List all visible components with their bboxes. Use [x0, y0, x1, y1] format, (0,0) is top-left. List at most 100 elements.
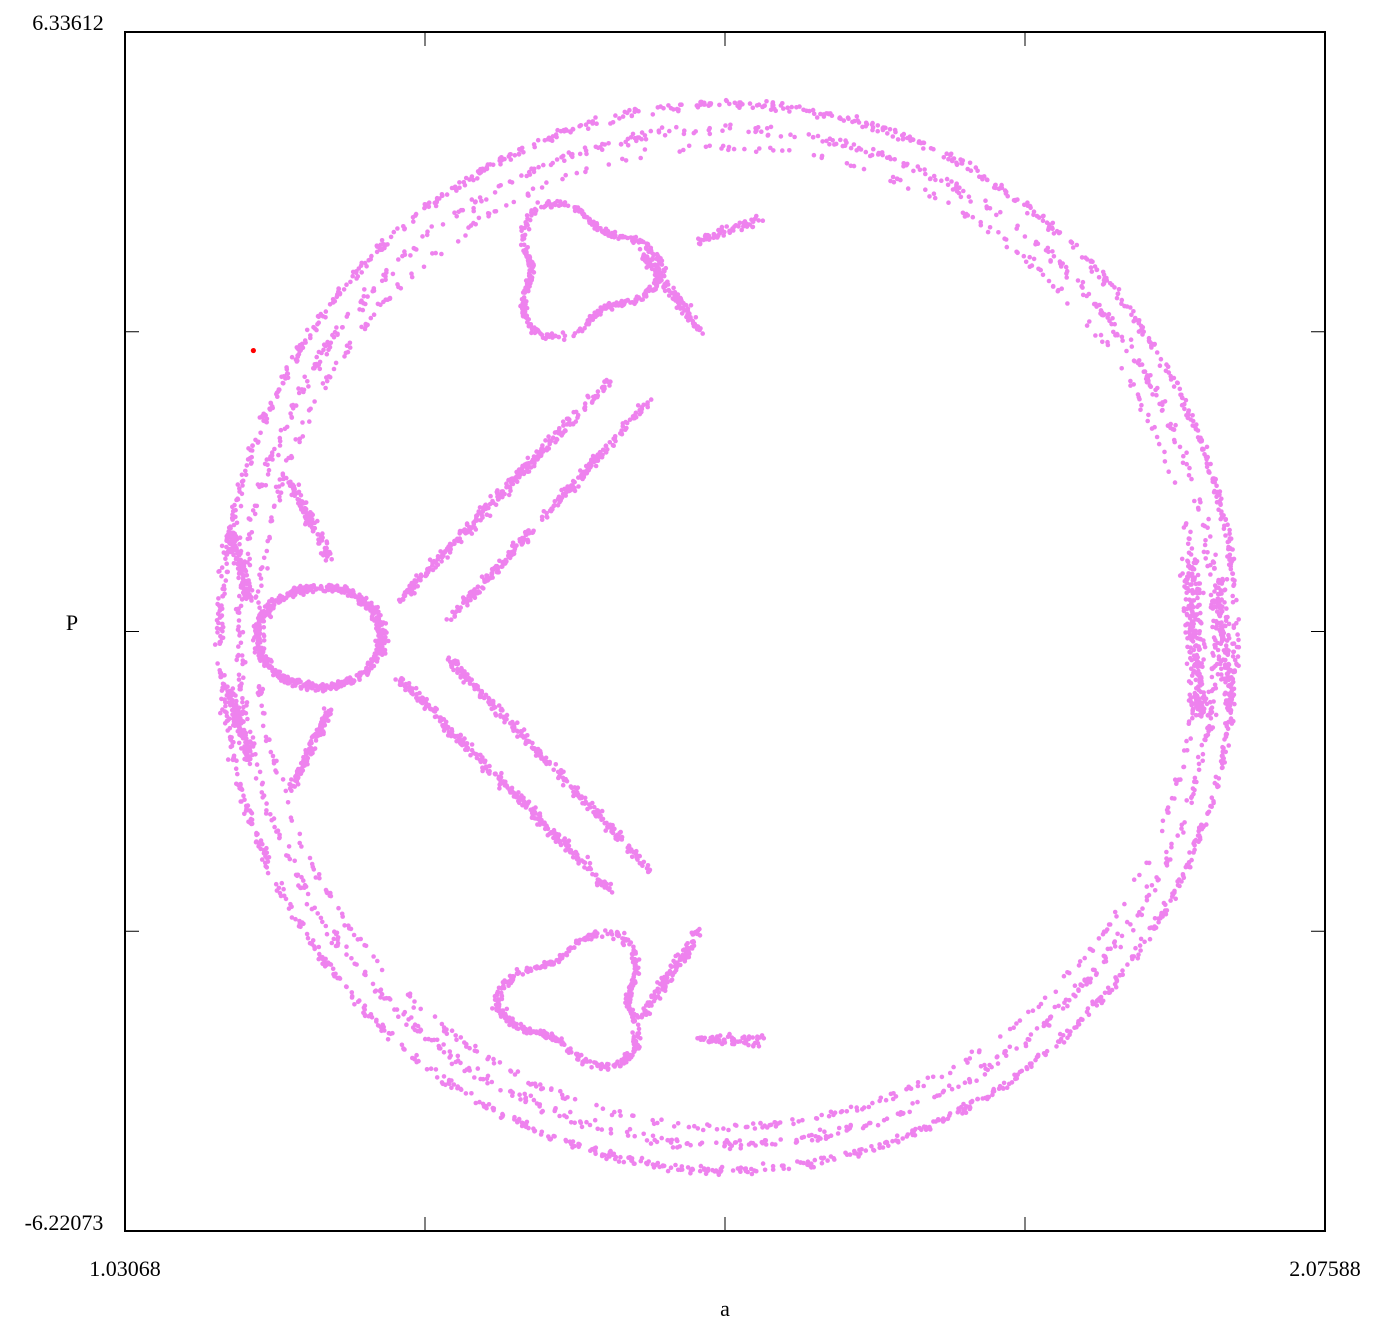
data-point [512, 153, 518, 158]
data-point [523, 1095, 529, 1100]
data-point [604, 1156, 609, 1162]
data-point [264, 548, 270, 554]
data-point [1056, 1003, 1061, 1009]
data-point [412, 246, 418, 252]
data-point [679, 1164, 685, 1169]
data-point [910, 1101, 915, 1106]
data-point [531, 270, 537, 275]
data-point [1174, 781, 1179, 786]
data-point [288, 590, 293, 595]
data-point [575, 1057, 581, 1062]
data-point [422, 1036, 428, 1042]
data-point [720, 128, 725, 133]
data-point [616, 236, 621, 242]
data-point [259, 857, 265, 862]
data-point [378, 620, 384, 625]
data-point [342, 923, 347, 928]
data-point [269, 665, 275, 670]
data-point [490, 1006, 495, 1011]
data-point [1209, 674, 1215, 680]
data-point [1051, 231, 1057, 236]
data-point [1084, 323, 1090, 328]
data-point [532, 211, 538, 216]
data-point [475, 513, 480, 518]
data-point [463, 1091, 469, 1096]
data-point [297, 349, 303, 354]
data-point [467, 1068, 473, 1073]
data-point [323, 923, 329, 929]
data-point [438, 549, 443, 554]
data-point [1077, 959, 1083, 964]
data-point [1094, 267, 1099, 273]
data-point [1027, 254, 1032, 260]
data-point [475, 584, 481, 590]
data-point [1189, 800, 1194, 806]
data-point [525, 455, 531, 461]
data-point [263, 734, 269, 740]
data-point [277, 443, 283, 448]
data-point [674, 106, 680, 112]
data-point [413, 685, 419, 691]
data-point [770, 103, 775, 109]
data-point [220, 593, 226, 599]
data-point [605, 447, 610, 452]
data-point [644, 288, 649, 293]
data-point [241, 793, 246, 798]
data-point [550, 160, 555, 166]
data-point [454, 214, 460, 219]
data-point [1152, 342, 1157, 347]
data-point [467, 527, 473, 533]
data-point [620, 940, 626, 946]
data-point [498, 1088, 503, 1093]
data-point [267, 534, 272, 540]
data-point [883, 125, 888, 131]
data-point [358, 602, 364, 607]
data-point [482, 579, 487, 585]
data-point [374, 647, 379, 653]
data-point [472, 1075, 477, 1080]
data-point [311, 324, 316, 330]
data-point [333, 360, 339, 366]
data-point [582, 407, 588, 413]
data-point [607, 440, 613, 445]
data-point [243, 468, 248, 474]
data-point [631, 240, 636, 246]
data-point [638, 1036, 643, 1041]
data-point [477, 195, 483, 200]
data-point [298, 684, 304, 690]
data-point [363, 323, 369, 329]
data-point [1043, 1052, 1048, 1058]
data-point [1080, 292, 1086, 298]
data-point [1140, 906, 1145, 911]
data-point [310, 589, 316, 595]
data-point [593, 1145, 599, 1150]
data-point [819, 155, 824, 161]
data-point [779, 1163, 785, 1168]
data-point [1218, 502, 1223, 508]
data-point [362, 1003, 368, 1008]
data-point [270, 404, 275, 409]
data-point [1226, 743, 1231, 748]
data-point [945, 182, 951, 188]
data-point [765, 132, 771, 138]
data-point [982, 1062, 987, 1068]
data-point [582, 145, 588, 150]
data-point [1156, 919, 1161, 925]
data-point [1131, 318, 1136, 324]
data-point [244, 463, 250, 468]
data-point [576, 328, 581, 334]
data-point [228, 744, 234, 750]
data-point [580, 1061, 585, 1067]
data-point [869, 122, 875, 127]
data-point [1079, 255, 1085, 260]
data-point [1181, 764, 1187, 770]
data-point [836, 1125, 842, 1131]
data-point [507, 555, 513, 561]
data-point [449, 1061, 455, 1067]
data-point [219, 565, 225, 570]
data-point [1195, 754, 1201, 760]
data-point [728, 122, 733, 128]
data-point [1154, 350, 1160, 355]
data-point [1136, 952, 1141, 957]
data-point [510, 476, 515, 481]
